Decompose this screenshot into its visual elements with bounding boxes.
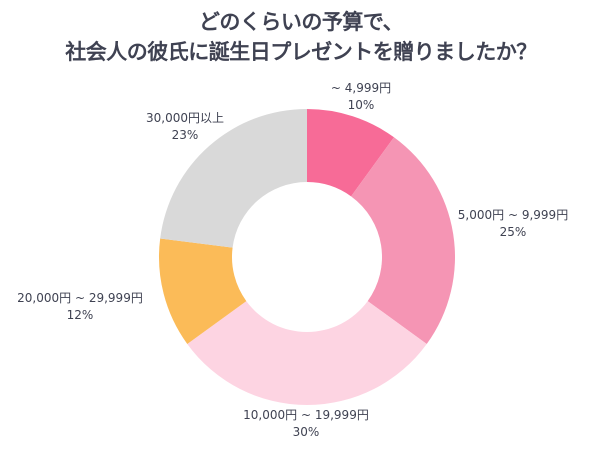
slice-label-1: 5,000円 ~ 9,999円 25% bbox=[458, 207, 568, 241]
slice-category: 20,000円 ~ 29,999円 bbox=[17, 291, 143, 305]
slice-category: ~ 4,999円 bbox=[330, 81, 392, 95]
slice-label-4: 30,000円以上 23% bbox=[146, 110, 224, 144]
slice-category: 30,000円以上 bbox=[146, 111, 224, 125]
slice-label-0: ~ 4,999円 10% bbox=[331, 80, 391, 114]
donut-slice-3 bbox=[159, 238, 247, 344]
slice-label-3: 20,000円 ~ 29,999円 12% bbox=[17, 290, 143, 324]
donut-slice-1 bbox=[351, 137, 455, 344]
slice-percent: 12% bbox=[66, 308, 94, 322]
donut-slice-4 bbox=[160, 109, 307, 248]
slice-percent: 25% bbox=[499, 225, 527, 239]
donut-slice-0 bbox=[307, 109, 394, 197]
slice-category: 5,000円 ~ 9,999円 bbox=[457, 208, 569, 222]
slice-category: 10,000円 ~ 19,999円 bbox=[243, 408, 369, 422]
slice-percent: 10% bbox=[347, 98, 375, 112]
slice-label-2: 10,000円 ~ 19,999円 30% bbox=[243, 407, 369, 441]
donut-slice-2 bbox=[187, 301, 427, 406]
slice-percent: 23% bbox=[171, 128, 199, 142]
chart-title-line-1: どのくらいの予算で、 bbox=[198, 10, 404, 34]
slice-percent: 30% bbox=[292, 425, 320, 439]
chart-title-line-2: 社会人の彼氏に誕生日プレゼントを贈りましたか？ bbox=[65, 40, 537, 64]
